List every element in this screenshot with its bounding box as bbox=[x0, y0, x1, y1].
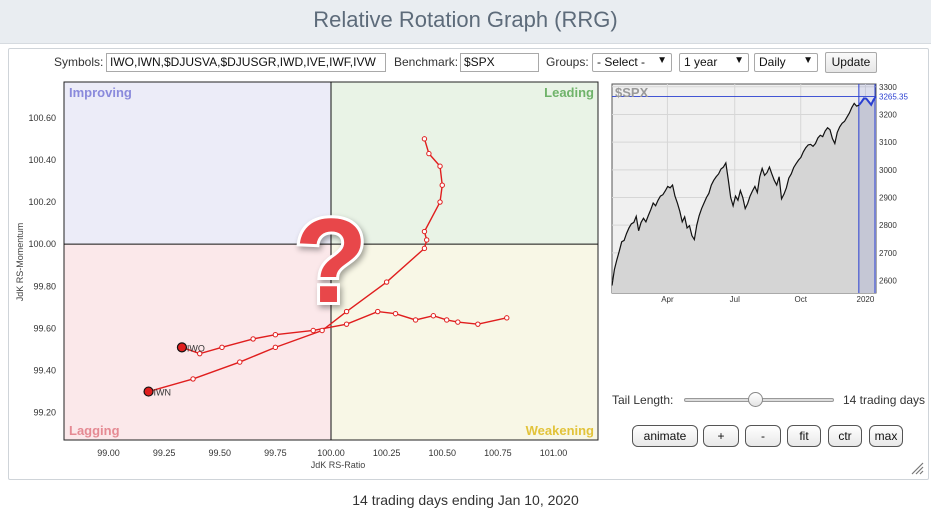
series-label-iwo: IWO bbox=[187, 343, 205, 353]
resize-handle-icon[interactable] bbox=[910, 461, 924, 475]
head-point-iwo[interactable] bbox=[176, 342, 188, 353]
tail-point bbox=[437, 163, 443, 169]
update-button[interactable]: Update bbox=[825, 52, 877, 73]
x-tick-label: 99.25 bbox=[153, 448, 176, 458]
animate-button[interactable]: animate bbox=[632, 425, 698, 447]
head-point-iwn[interactable] bbox=[143, 386, 154, 397]
quadrant-label-improving: Improving bbox=[69, 85, 132, 100]
x-tick-label: 100.75 bbox=[484, 448, 512, 458]
y-axis-label: JdK RS-Momentum bbox=[15, 223, 25, 302]
tail-point bbox=[310, 327, 316, 334]
tail-point bbox=[426, 150, 432, 157]
tail-point bbox=[343, 308, 350, 315]
symbols-input[interactable]: IWO,IWN,$DJUSVA,$DJUSGR,IWD,IVE,IWF,IVW bbox=[106, 53, 386, 72]
tail-point bbox=[343, 321, 350, 327]
title-bar: Relative Rotation Graph (RRG) bbox=[0, 0, 931, 44]
tail-point bbox=[272, 332, 279, 338]
benchmark-input[interactable]: $SPX bbox=[460, 53, 539, 72]
tail-length-value: 14 trading days bbox=[843, 393, 926, 407]
groups-select[interactable]: - Select - ▼ bbox=[592, 53, 672, 72]
tail-point bbox=[190, 376, 196, 382]
y-tick-label: 99.60 bbox=[33, 323, 56, 333]
benchmark-label: Benchmark: bbox=[394, 55, 459, 69]
x-tick-label: 100.25 bbox=[373, 448, 401, 458]
tail-point bbox=[237, 359, 243, 365]
quadrant-weakening bbox=[331, 244, 598, 440]
y-tick-label: 99.20 bbox=[33, 408, 56, 418]
tail-point bbox=[375, 308, 381, 315]
tail-point bbox=[455, 319, 461, 325]
tail-point bbox=[504, 315, 510, 321]
tail-point bbox=[219, 344, 225, 351]
series-label-iwn: IWN bbox=[154, 388, 172, 398]
symbols-label: Symbols: bbox=[54, 55, 104, 69]
tail-length-slider-handle[interactable] bbox=[747, 392, 763, 407]
tail-point bbox=[475, 321, 481, 327]
tail-point bbox=[423, 237, 430, 243]
y-tick-label: 99.40 bbox=[33, 366, 56, 376]
question-mark-overlay: ? bbox=[294, 194, 367, 328]
groups-label: Groups: bbox=[546, 55, 589, 69]
x-tick-label: 99.50 bbox=[208, 448, 231, 458]
tail-point bbox=[412, 317, 419, 323]
period-select-value: 1 year bbox=[684, 55, 718, 69]
quadrant-leading bbox=[331, 82, 598, 245]
tail-point bbox=[250, 336, 256, 342]
chevron-down-icon: ▼ bbox=[657, 55, 667, 66]
max-button[interactable]: max bbox=[869, 425, 903, 447]
y-tick-label: 100.20 bbox=[28, 197, 56, 207]
frequency-select[interactable]: Daily ▼ bbox=[754, 53, 818, 72]
x-tick-label: 99.00 bbox=[97, 448, 120, 458]
tail-point bbox=[421, 228, 428, 235]
y-tick-label: 100.60 bbox=[28, 113, 56, 123]
tail-length-label: Tail Length: bbox=[612, 393, 674, 407]
x-tick-label: 101.00 bbox=[540, 448, 568, 458]
y-tick-label: 100.00 bbox=[28, 239, 56, 249]
x-tick-label: 100.00 bbox=[317, 448, 345, 458]
chevron-down-icon: ▼ bbox=[734, 55, 744, 66]
quadrant-label-leading: Leading bbox=[544, 85, 594, 100]
quadrant-lagging bbox=[64, 244, 331, 440]
tail-point bbox=[439, 182, 445, 188]
fit-button[interactable]: fit bbox=[787, 425, 821, 447]
zoom-out-button[interactable]: - bbox=[745, 425, 781, 447]
tail-point bbox=[421, 245, 428, 252]
tail-point bbox=[272, 344, 279, 351]
footer-caption: 14 trading days ending Jan 10, 2020 bbox=[352, 492, 579, 508]
tail-point bbox=[319, 327, 325, 334]
frequency-select-value: Daily bbox=[759, 55, 786, 69]
tail-point bbox=[437, 199, 443, 205]
chevron-down-icon: ▼ bbox=[803, 55, 813, 66]
tail-point bbox=[197, 350, 203, 357]
zoom-in-button[interactable]: + bbox=[703, 425, 739, 447]
y-tick-label: 100.40 bbox=[28, 155, 56, 165]
tail-point bbox=[383, 279, 390, 285]
tail-point bbox=[444, 317, 450, 323]
quadrant-improving bbox=[64, 82, 331, 245]
tail-point bbox=[430, 313, 437, 319]
groups-select-value: - Select - bbox=[597, 55, 646, 69]
tail-point bbox=[421, 136, 428, 142]
page-title: Relative Rotation Graph (RRG) bbox=[313, 7, 618, 32]
tail-point bbox=[392, 310, 399, 317]
x-axis-label: JdK RS-Ratio bbox=[311, 460, 366, 470]
y-tick-label: 99.80 bbox=[33, 281, 56, 291]
center-button[interactable]: ctr bbox=[828, 425, 862, 447]
x-tick-label: 100.50 bbox=[428, 448, 456, 458]
period-select[interactable]: 1 year ▼ bbox=[679, 53, 749, 72]
x-tick-label: 99.75 bbox=[264, 448, 287, 458]
quadrant-label-lagging: Lagging bbox=[69, 423, 120, 438]
quadrant-label-weakening: Weakening bbox=[526, 423, 594, 438]
